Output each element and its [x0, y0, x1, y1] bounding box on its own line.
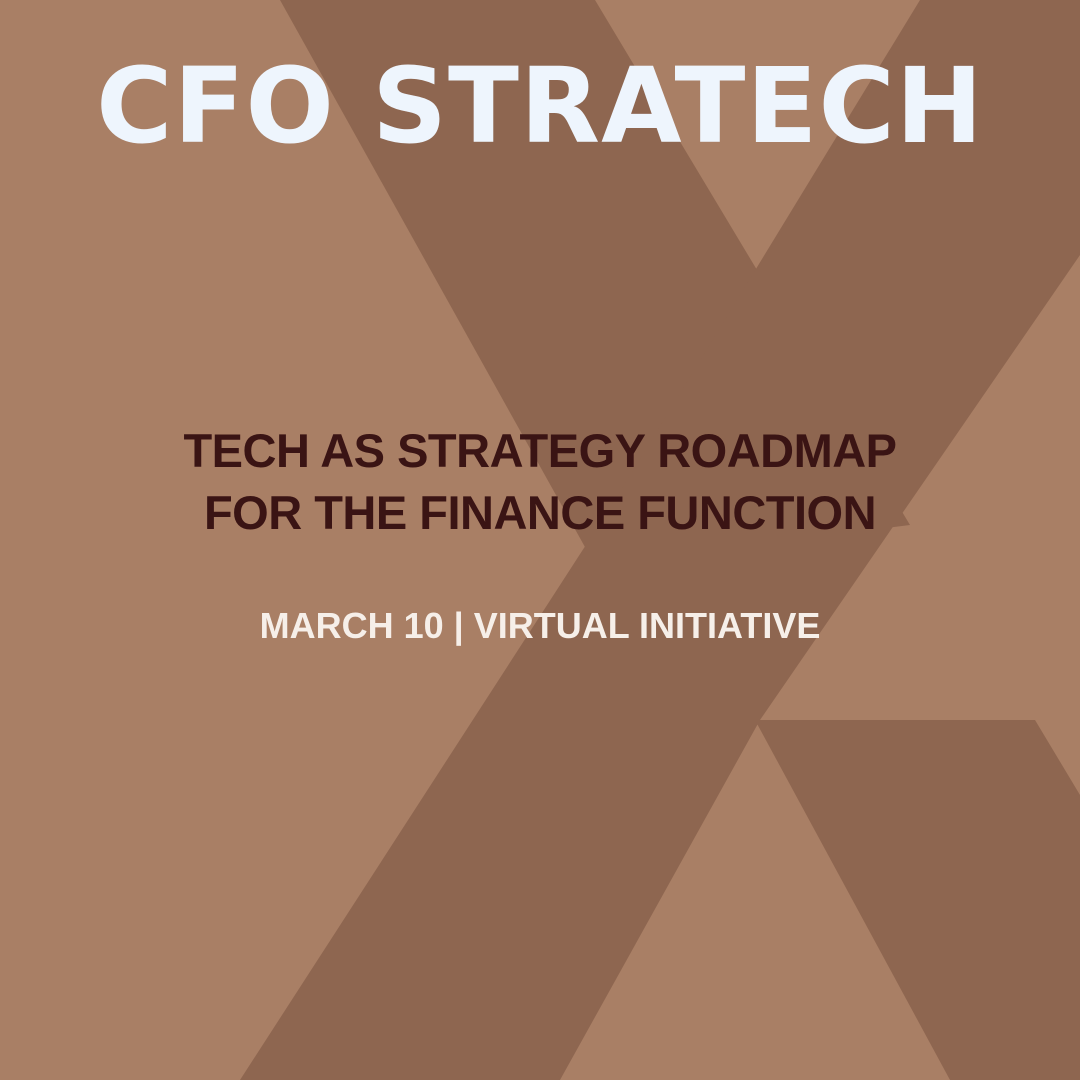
subtitle-line-1: TECH AS STRATEGY ROADMAP	[183, 424, 897, 477]
event-title: CFO STRATECH	[96, 45, 984, 167]
event-subtitle: TECH AS STRATEGY ROADMAP FOR THE FINANCE…	[0, 420, 1080, 544]
x-band-lower-right	[755, 720, 1080, 1080]
subtitle-line-2: FOR THE FINANCE FUNCTION	[203, 486, 877, 539]
event-date-location: MARCH 10 | VIRTUAL INITIATIVE	[259, 605, 821, 646]
x-band-long-diagonal	[240, 0, 1080, 1080]
